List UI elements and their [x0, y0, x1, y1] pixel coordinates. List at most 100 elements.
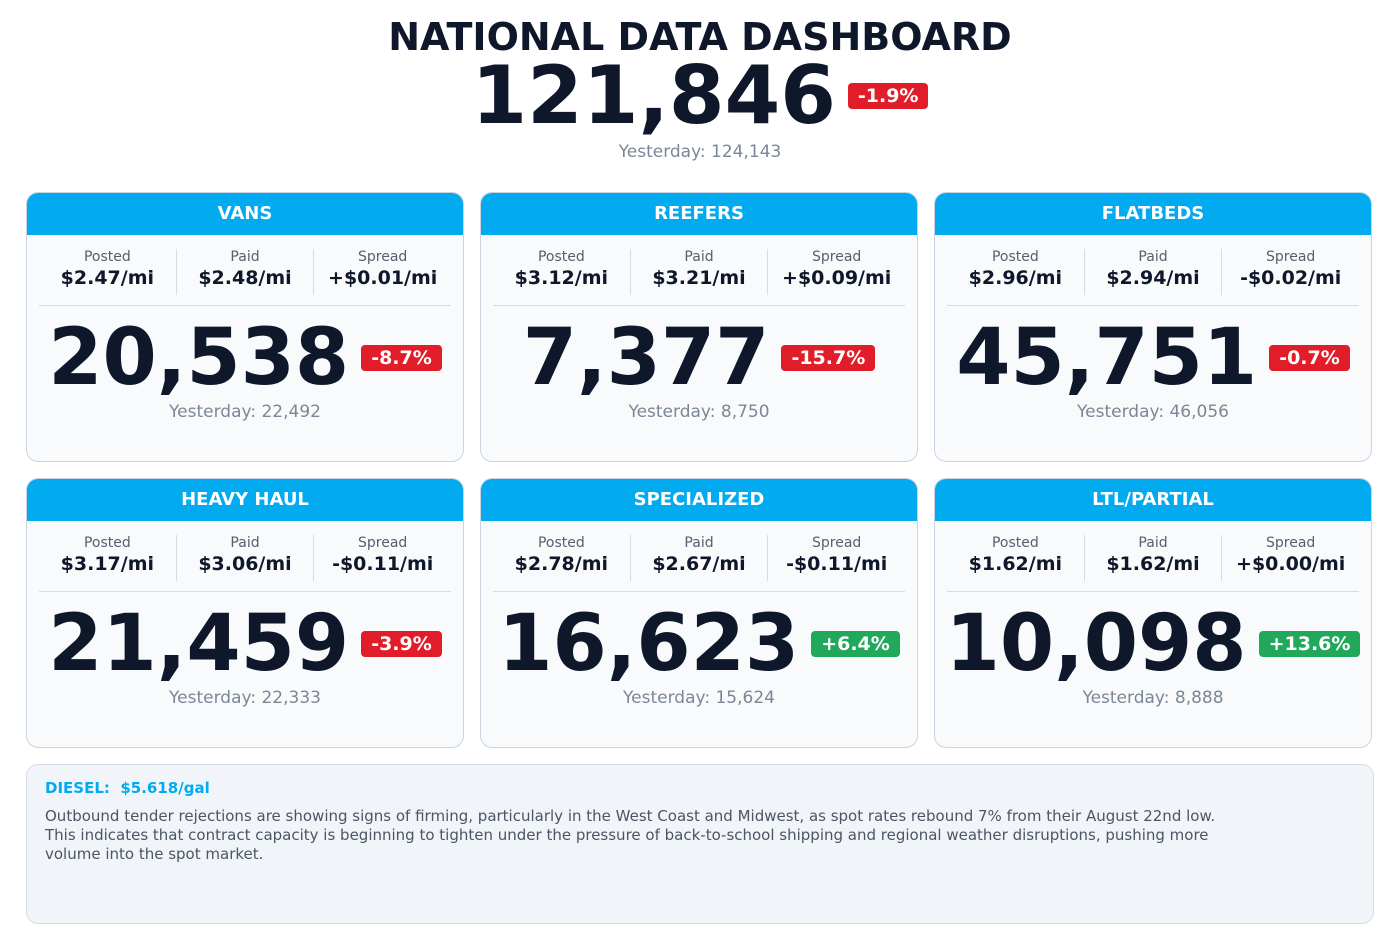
count-row: 16,623 +6.4%: [481, 599, 917, 689]
metric-value: $3.17/mi: [60, 553, 155, 575]
metric-label: Paid: [684, 249, 714, 265]
footer-text: Outbound tender rejections are showing s…: [45, 807, 1216, 863]
card: LTL/PARTIAL Posted $1.62/mi Paid $1.62/mi Spr…: [934, 478, 1372, 748]
metric-value: $2.96/mi: [968, 267, 1063, 289]
metrics: Posted $2.78/mi Paid $2.67/mi Spread -$0.11/m…: [493, 535, 905, 592]
card-title: FLATBEDS: [935, 193, 1371, 235]
metric: Paid $3.21/mi: [629, 249, 768, 295]
card-title: HEAVY HAUL: [27, 479, 463, 521]
metric-label: Spread: [1266, 535, 1316, 551]
card: VANS Posted $2.47/mi Paid $2.48/mi Spread +$0.…: [26, 192, 464, 462]
change-badge: -1.9%: [847, 83, 929, 109]
diesel-value: $5.618/gal: [120, 779, 210, 797]
metric: Spread -$0.11/mi: [767, 535, 905, 581]
metric: Posted $3.12/mi: [493, 249, 630, 295]
count: 20,538: [48, 313, 350, 403]
count-row: 10,098 +13.6%: [935, 599, 1371, 689]
metric: Paid $2.48/mi: [175, 249, 314, 295]
metric-value: +$0.00/mi: [1236, 553, 1346, 575]
metric-value: -$0.11/mi: [786, 553, 888, 575]
count-row: 20,538 -8.7%: [27, 313, 463, 403]
count-row: 21,459 -3.9%: [27, 599, 463, 689]
count: 45,751: [956, 313, 1258, 403]
metric-label: Paid: [1138, 535, 1168, 551]
metric-label: Spread: [1266, 249, 1316, 265]
metric-label: Posted: [991, 249, 1039, 265]
metrics: Posted $3.17/mi Paid $3.06/mi Spread -$0.11/m…: [39, 535, 451, 592]
metric-label: Posted: [537, 535, 585, 551]
card-title: SPECIALIZED: [481, 479, 917, 521]
metric-label: Paid: [1138, 249, 1168, 265]
metric: Paid $3.06/mi: [175, 535, 314, 581]
yesterday: Yesterday: 22,333: [169, 688, 321, 708]
metric-label: Spread: [358, 249, 408, 265]
count: 21,459: [48, 599, 350, 689]
title: NATIONAL DATA DASHBOARD: [388, 15, 1012, 59]
metric-label: Posted: [83, 249, 131, 265]
metric: Paid $2.94/mi: [1083, 249, 1222, 295]
metric-label: Paid: [230, 535, 260, 551]
metric-value: $3.21/mi: [652, 267, 746, 289]
metric-value: -$0.11/mi: [332, 553, 434, 575]
metric-value: $1.62/mi: [1106, 553, 1200, 575]
metric-value: $3.06/mi: [198, 553, 292, 575]
metric-label: Spread: [812, 249, 862, 265]
card: FLATBEDS Posted $2.96/mi Paid $2.94/mi Spread…: [934, 192, 1372, 462]
count-row: 45,751 -0.7%: [935, 313, 1371, 403]
metrics: Posted $2.47/mi Paid $2.48/mi Spread +$0.01/m…: [39, 249, 451, 306]
metric-value: $2.48/mi: [198, 267, 292, 289]
metric: Posted $1.62/mi: [947, 535, 1084, 581]
diesel: DIESEL: $5.618/gal: [45, 779, 1355, 797]
metric-value: -$0.02/mi: [1240, 267, 1342, 289]
count: 10,098: [945, 599, 1247, 689]
metric-value: $2.67/mi: [652, 553, 746, 575]
metric: Spread +$0.09/mi: [767, 249, 905, 295]
count-row: 7,377 -15.7%: [481, 313, 917, 403]
yesterday: Yesterday: 15,624: [623, 688, 775, 708]
metric-label: Spread: [812, 535, 862, 551]
total: 121,846: [471, 49, 836, 142]
yesterday: Yesterday: 8,750: [628, 402, 770, 422]
footer: DIESEL: $5.618/gal Outbound tender rejec…: [26, 764, 1374, 924]
change-badge: -3.9%: [361, 631, 442, 657]
change-badge: +6.4%: [811, 631, 900, 657]
total-row: 121,846 -1.9%: [0, 52, 1400, 140]
metric-label: Paid: [684, 535, 714, 551]
yesterday: Yesterday: 8,888: [1082, 688, 1224, 708]
metric: Paid $1.62/mi: [1083, 535, 1222, 581]
yesterday: Yesterday: 46,056: [1077, 402, 1229, 422]
metric-value: $3.12/mi: [514, 267, 609, 289]
metric-label: Posted: [991, 535, 1039, 551]
metric-label: Paid: [230, 249, 260, 265]
metric: Posted $2.96/mi: [947, 249, 1084, 295]
change-badge: -8.7%: [361, 345, 442, 371]
metric: Spread -$0.02/mi: [1221, 249, 1359, 295]
change-badge: -0.7%: [1269, 345, 1350, 371]
count: 7,377: [522, 313, 770, 403]
metric-value: $2.47/mi: [60, 267, 155, 289]
metric: Paid $2.67/mi: [629, 535, 768, 581]
card: SPECIALIZED Posted $2.78/mi Paid $2.67/mi Spr…: [480, 478, 918, 748]
metric-value: +$0.01/mi: [328, 267, 438, 289]
metric: Spread +$0.01/mi: [313, 249, 451, 295]
metric-label: Spread: [358, 535, 408, 551]
metric-label: Posted: [83, 535, 131, 551]
yesterday: Yesterday: 22,492: [169, 402, 321, 422]
metric-label: Posted: [537, 249, 585, 265]
metrics: Posted $2.96/mi Paid $2.94/mi Spread -$0.02/m…: [947, 249, 1359, 306]
metric-value: $1.62/mi: [968, 553, 1063, 575]
metric-value: $2.78/mi: [514, 553, 609, 575]
change-badge: -15.7%: [781, 345, 876, 371]
card: REEFERS Posted $3.12/mi Paid $3.21/mi Spread +…: [480, 192, 918, 462]
card-title: REEFERS: [481, 193, 917, 235]
metric: Spread -$0.11/mi: [313, 535, 451, 581]
metrics: Posted $3.12/mi Paid $3.21/mi Spread +$0.09/m…: [493, 249, 905, 306]
count: 16,623: [498, 599, 800, 689]
change-badge: +13.6%: [1258, 631, 1361, 657]
card-title: LTL/PARTIAL: [935, 479, 1371, 521]
metric: Posted $2.78/mi: [493, 535, 630, 581]
diesel-label: DIESEL:: [45, 779, 110, 797]
metric-value: $2.94/mi: [1106, 267, 1200, 289]
card-title: VANS: [27, 193, 463, 235]
